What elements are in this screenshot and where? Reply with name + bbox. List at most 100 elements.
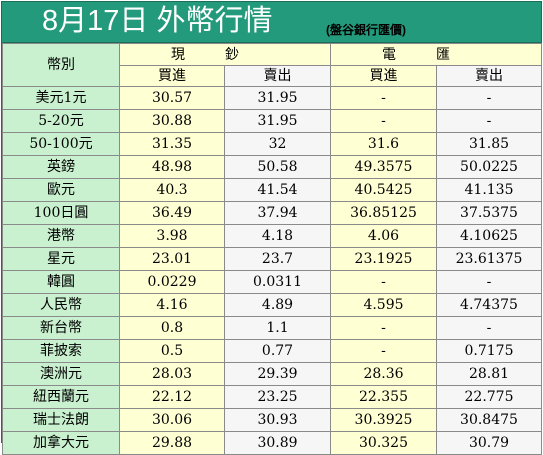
cash-buy-header: 買進 [119,65,225,87]
cash-sell-cell: 4.89 [224,293,331,317]
currency-cell: 紐西蘭元 [2,385,120,409]
currency-cell: 50-100元 [2,132,120,156]
cash-buy-cell: 31.35 [119,132,225,156]
table-row: 澳洲元 28.03 29.39 28.36 28.81 [2,362,542,386]
table-row: 英鎊 48.98 50.58 49.3575 50.0225 [2,155,542,179]
cash-buy-cell: 30.06 [119,408,225,432]
table-row: 人民幣 4.16 4.89 4.595 4.74375 [2,293,542,317]
header-row-group: 幣別 現鈔 電匯 [2,43,542,87]
cash-buy-cell: 4.16 [119,293,225,317]
tt-sell-cell: 4.74375 [436,293,542,317]
cash-sell-cell: 31.95 [224,109,331,133]
currency-cell: 新台幣 [2,316,120,340]
cash-buy-cell: 23.01 [119,247,225,271]
exchange-rate-table: 幣別 現鈔 電匯 買進 賣出 買進 賣出 美元1元 30.57 31.95- -5-2… [2,43,542,455]
cash-buy-cell: 28.03 [119,362,225,386]
page-title: 8月17日 外幣行情 [42,5,273,37]
cash-sell-cell: 0.0311 [224,270,331,294]
tt-sell-cell: 31.85 [436,132,542,156]
cash-sell-cell: 50.58 [224,155,331,179]
currency-cell: 韓圓 [2,270,120,294]
tt-buy-cell: 23.1925 [330,247,437,271]
cash-sell-cell: 31.95 [224,86,331,110]
tt-buy-cell: 36.85125 [330,201,437,225]
tt-sell-cell: 23.61375 [436,247,542,271]
table-row: 韓圓 0.0229 0.0311- - [2,270,542,294]
cash-buy-cell: 3.98 [119,224,225,248]
table-row: 100日圓 36.49 37.94 36.85125 37.5375 [2,201,542,225]
tt-buy-cell: - [330,270,437,294]
currency-cell: 美元1元 [2,86,120,110]
tt-sell-cell: 50.0225 [436,155,542,179]
cash-buy-cell: 30.88 [119,109,225,133]
tt-buy-cell: 28.36 [330,362,437,386]
tt-sell-header: 賣出 [436,65,542,87]
tt-sell-cell: 30.8475 [436,408,542,432]
telegraphic-column-header: 電匯 [330,43,542,66]
tt-sell-cell: 28.81 [436,362,542,386]
source-note: (盤谷銀行匯價) [326,23,406,37]
tt-sell-cell: 41.135 [436,178,542,202]
cash-sell-cell: 23.25 [224,385,331,409]
currency-cell: 100日圓 [2,201,120,225]
table-row: 星元 23.01 23.7 23.1925 23.61375 [2,247,542,271]
cash-sell-cell: 41.54 [224,178,331,202]
currency-cell: 星元 [2,247,120,271]
tt-buy-cell: - [330,109,437,133]
cash-sell-cell: 30.93 [224,408,331,432]
cash-buy-cell: 22.12 [119,385,225,409]
cash-buy-cell: 0.8 [119,316,225,340]
tt-buy-cell: 4.06 [330,224,437,248]
currency-cell: 瑞士法朗 [2,408,120,432]
table-row: 美元1元 30.57 31.95- - [2,86,542,110]
tt-buy-cell: 31.6 [330,132,437,156]
cash-buy-cell: 29.88 [119,431,225,455]
currency-cell: 澳洲元 [2,362,120,386]
tt-sell-cell: - [436,316,542,340]
tt-sell-cell: 30.79 [436,431,542,455]
tt-buy-cell: - [330,86,437,110]
currency-cell: 加拿大元 [2,431,120,455]
currency-cell: 英鎊 [2,155,120,179]
cash-sell-cell: 23.7 [224,247,331,271]
title-bar: 8月17日 外幣行情 (盤谷銀行匯價) [2,2,541,43]
tt-buy-cell: 30.3925 [330,408,437,432]
table-row: 歐元 40.3 41.54 40.5425 41.135 [2,178,542,202]
cash-sell-cell: 30.89 [224,431,331,455]
tt-sell-cell: - [436,86,542,110]
tt-buy-cell: 40.5425 [330,178,437,202]
cash-buy-cell: 30.57 [119,86,225,110]
tt-sell-cell: - [436,270,542,294]
tt-sell-cell: 22.775 [436,385,542,409]
tt-buy-cell: 22.355 [330,385,437,409]
cash-buy-cell: 36.49 [119,201,225,225]
tt-sell-cell: - [436,109,542,133]
currency-cell: 港幣 [2,224,120,248]
tt-sell-cell: 4.10625 [436,224,542,248]
cash-buy-cell: 48.98 [119,155,225,179]
table-row: 50-100元 31.35 32 31.6 31.85 [2,132,542,156]
tt-sell-cell: 0.7175 [436,339,542,363]
currency-cell: 5-20元 [2,109,120,133]
tt-buy-cell: 49.3575 [330,155,437,179]
table-row: 5-20元 30.88 31.95- - [2,109,542,133]
cash-sell-header: 賣出 [224,65,331,87]
table-row: 港幣 3.98 4.18 4.06 4.10625 [2,224,542,248]
cash-sell-cell: 32 [224,132,331,156]
table-row: 新台幣 0.8 1.1- - [2,316,542,340]
table-row: 瑞士法朗 30.06 30.93 30.3925 30.8475 [2,408,542,432]
tt-buy-cell: - [330,339,437,363]
tt-sell-cell: 37.5375 [436,201,542,225]
currency-cell: 人民幣 [2,293,120,317]
tt-buy-cell: - [330,316,437,340]
cash-sell-cell: 1.1 [224,316,331,340]
cash-sell-cell: 4.18 [224,224,331,248]
tt-buy-cell: 4.595 [330,293,437,317]
cash-sell-cell: 0.77 [224,339,331,363]
cash-buy-cell: 0.5 [119,339,225,363]
cash-buy-cell: 40.3 [119,178,225,202]
tt-buy-cell: 30.325 [330,431,437,455]
table-row: 菲披索 0.5 0.77-0.7175 [2,339,542,363]
tt-buy-header: 買進 [330,65,437,87]
